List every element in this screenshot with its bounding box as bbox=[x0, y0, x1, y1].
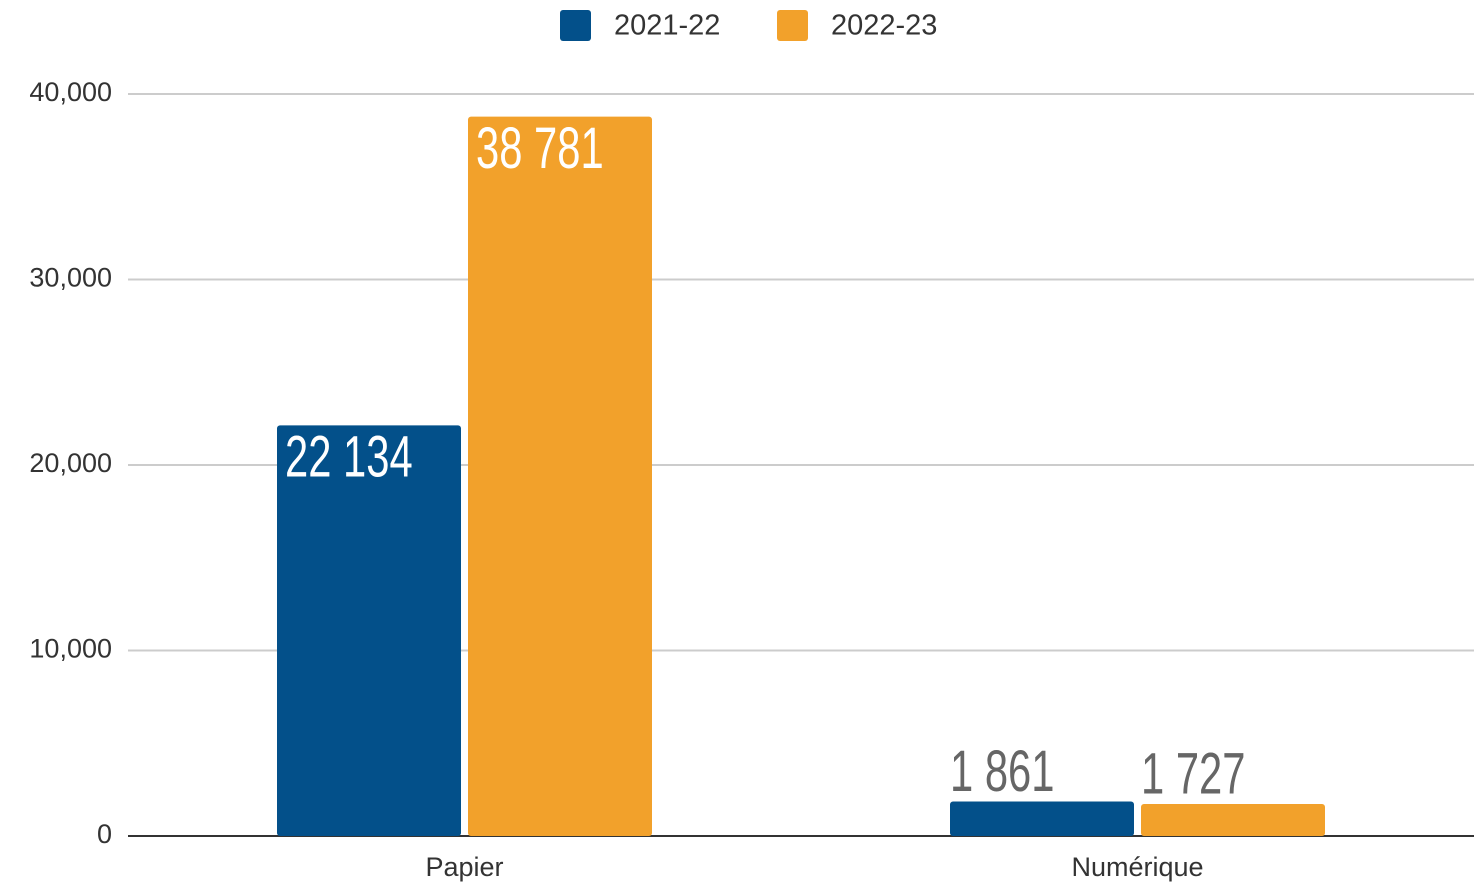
value-label: 38 781 bbox=[476, 115, 604, 180]
legend-label: 2021-22 bbox=[614, 10, 720, 42]
bar bbox=[468, 116, 652, 837]
bar bbox=[1141, 803, 1325, 836]
legend-label: 2022-23 bbox=[831, 10, 937, 42]
legend-swatch bbox=[560, 10, 591, 41]
x-tick-label: Numérique bbox=[1071, 852, 1203, 882]
y-tick-label: 0 bbox=[97, 819, 112, 849]
value-label: 1 861 bbox=[950, 738, 1054, 803]
value-label: 22 134 bbox=[285, 424, 413, 489]
y-tick-label: 10,000 bbox=[29, 634, 112, 664]
y-tick-label: 30,000 bbox=[29, 263, 112, 293]
bar bbox=[950, 801, 1134, 836]
value-label: 1 727 bbox=[1141, 740, 1245, 805]
y-tick-label: 20,000 bbox=[29, 448, 112, 478]
bar bbox=[277, 425, 461, 836]
legend-swatch bbox=[777, 10, 808, 41]
y-tick-label: 40,000 bbox=[29, 77, 112, 107]
x-tick-label: Papier bbox=[425, 852, 503, 882]
